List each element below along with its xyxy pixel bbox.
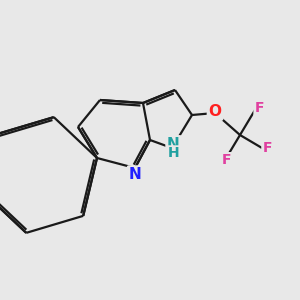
Text: O: O xyxy=(208,104,221,119)
Text: H: H xyxy=(168,146,179,161)
Text: F: F xyxy=(263,141,272,155)
Text: F: F xyxy=(222,153,231,167)
Text: F: F xyxy=(255,101,264,116)
Text: N: N xyxy=(167,137,180,152)
Text: N: N xyxy=(129,167,141,182)
